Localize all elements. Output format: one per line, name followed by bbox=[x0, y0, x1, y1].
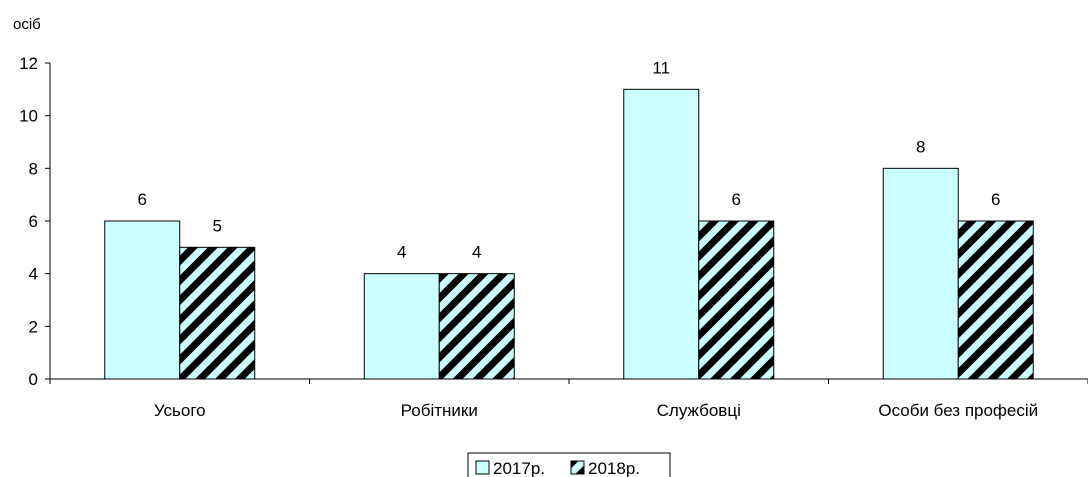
bar-series-2 bbox=[957, 220, 1034, 380]
bar-series-1 bbox=[104, 220, 181, 380]
bar-series-1 bbox=[363, 273, 440, 380]
category-label: Особи без професій bbox=[878, 401, 1038, 420]
data-label: 5 bbox=[213, 216, 222, 235]
legend-swatch bbox=[570, 460, 585, 475]
bars-group bbox=[104, 88, 1034, 380]
legend-box bbox=[467, 452, 671, 477]
category-label: Усього bbox=[154, 401, 206, 420]
y-tick-label: 4 bbox=[29, 265, 38, 284]
legend-label: 2017р. bbox=[493, 459, 545, 477]
y-tick-label: 12 bbox=[19, 54, 38, 73]
y-axis: 0 2 4 6 8 10 12 bbox=[19, 54, 51, 389]
data-label: 8 bbox=[916, 137, 925, 156]
y-axis-unit-label: осіб bbox=[13, 16, 41, 33]
bar-series-2 bbox=[698, 220, 775, 380]
y-tick-label: 6 bbox=[29, 212, 38, 231]
data-label: 4 bbox=[397, 243, 406, 262]
data-label: 6 bbox=[991, 190, 1000, 209]
x-axis bbox=[49, 378, 1088, 384]
data-labels-group: 6 5 4 4 11 6 8 6 bbox=[138, 58, 1001, 261]
data-label: 6 bbox=[732, 190, 741, 209]
data-label: 11 bbox=[652, 58, 670, 77]
legend: 2017р. 2018р. bbox=[467, 452, 671, 477]
category-labels-group: Усього Робітники Службовці Особи без профес… bbox=[154, 401, 1038, 420]
bar-series-2 bbox=[179, 246, 256, 380]
category-label: Робітники bbox=[401, 401, 478, 420]
y-tick-label: 0 bbox=[29, 370, 38, 389]
bar-series-1 bbox=[882, 167, 959, 380]
data-label: 6 bbox=[138, 190, 147, 209]
y-tick-label: 2 bbox=[29, 317, 38, 336]
category-label: Службовці bbox=[657, 401, 741, 420]
data-label: 4 bbox=[472, 243, 481, 262]
legend-swatch bbox=[475, 460, 490, 475]
bar-series-2 bbox=[438, 273, 515, 380]
bar-series-1 bbox=[623, 88, 700, 380]
legend-label: 2018р. bbox=[588, 459, 640, 477]
y-tick-label: 10 bbox=[19, 107, 38, 126]
y-tick-label: 8 bbox=[29, 159, 38, 178]
